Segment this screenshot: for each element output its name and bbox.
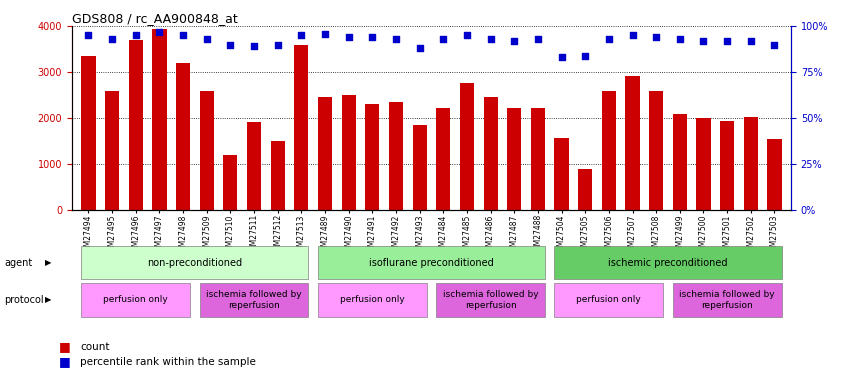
Bar	[554, 138, 569, 210]
Text: ▶: ▶	[45, 258, 52, 267]
Text: GDS808 / rc_AA900848_at: GDS808 / rc_AA900848_at	[72, 12, 238, 25]
Bar	[460, 83, 474, 210]
Bar	[625, 76, 640, 210]
Point	[460, 33, 474, 39]
Text: non-preconditioned: non-preconditioned	[147, 258, 243, 267]
Point	[271, 42, 284, 48]
Bar	[649, 91, 663, 210]
Bar	[413, 125, 426, 210]
Bar	[81, 56, 96, 210]
Bar	[673, 114, 687, 210]
Bar	[176, 63, 190, 210]
Bar	[200, 92, 214, 210]
Point	[129, 33, 142, 39]
Point	[152, 29, 166, 35]
Bar	[223, 155, 238, 210]
Point	[365, 34, 379, 40]
Point	[744, 38, 757, 44]
Text: perfusion only: perfusion only	[576, 296, 641, 304]
Bar	[437, 108, 450, 210]
Bar	[767, 139, 782, 210]
Point	[223, 42, 237, 48]
Bar	[389, 102, 403, 210]
Bar	[602, 91, 616, 210]
Bar	[342, 95, 356, 210]
Point	[294, 33, 308, 39]
Bar	[318, 97, 332, 210]
Text: ischemia followed by
reperfusion: ischemia followed by reperfusion	[442, 290, 538, 310]
Text: agent: agent	[4, 258, 32, 267]
Bar	[720, 121, 734, 210]
Point	[484, 36, 497, 42]
Bar	[152, 28, 167, 210]
Bar	[578, 169, 592, 210]
Text: ischemia followed by
reperfusion: ischemia followed by reperfusion	[206, 290, 302, 310]
Bar	[744, 117, 758, 210]
Bar	[105, 91, 119, 210]
Point	[413, 45, 426, 51]
Text: count: count	[80, 342, 110, 352]
Point	[650, 34, 663, 40]
Point	[82, 33, 96, 39]
Bar	[271, 141, 285, 210]
Point	[342, 34, 355, 40]
Point	[531, 36, 545, 42]
Point	[437, 36, 450, 42]
Point	[579, 53, 592, 58]
Text: isoflurane preconditioned: isoflurane preconditioned	[369, 258, 494, 267]
Point	[318, 31, 332, 37]
Bar	[530, 108, 545, 210]
Point	[176, 33, 190, 39]
Text: ■: ■	[59, 356, 71, 368]
Text: protocol: protocol	[4, 295, 44, 305]
Bar	[507, 108, 521, 210]
Text: ▶: ▶	[45, 296, 52, 304]
Bar	[247, 122, 261, 210]
Point	[721, 38, 734, 44]
Point	[673, 36, 687, 42]
Point	[106, 36, 119, 42]
Point	[555, 54, 569, 60]
Point	[247, 44, 261, 50]
Point	[626, 33, 640, 39]
Bar	[294, 45, 309, 210]
Text: perfusion only: perfusion only	[103, 296, 168, 304]
Point	[602, 36, 616, 42]
Text: ischemia followed by
reperfusion: ischemia followed by reperfusion	[679, 290, 775, 310]
Bar	[484, 97, 497, 210]
Text: perfusion only: perfusion only	[340, 296, 404, 304]
Text: percentile rank within the sample: percentile rank within the sample	[80, 357, 256, 367]
Point	[697, 38, 711, 44]
Text: ischemic preconditioned: ischemic preconditioned	[608, 258, 728, 267]
Point	[767, 42, 781, 48]
Point	[508, 38, 521, 44]
Point	[389, 36, 403, 42]
Bar	[129, 40, 143, 210]
Bar	[365, 104, 379, 210]
Bar	[696, 118, 711, 210]
Point	[200, 36, 213, 42]
Text: ■: ■	[59, 340, 71, 353]
